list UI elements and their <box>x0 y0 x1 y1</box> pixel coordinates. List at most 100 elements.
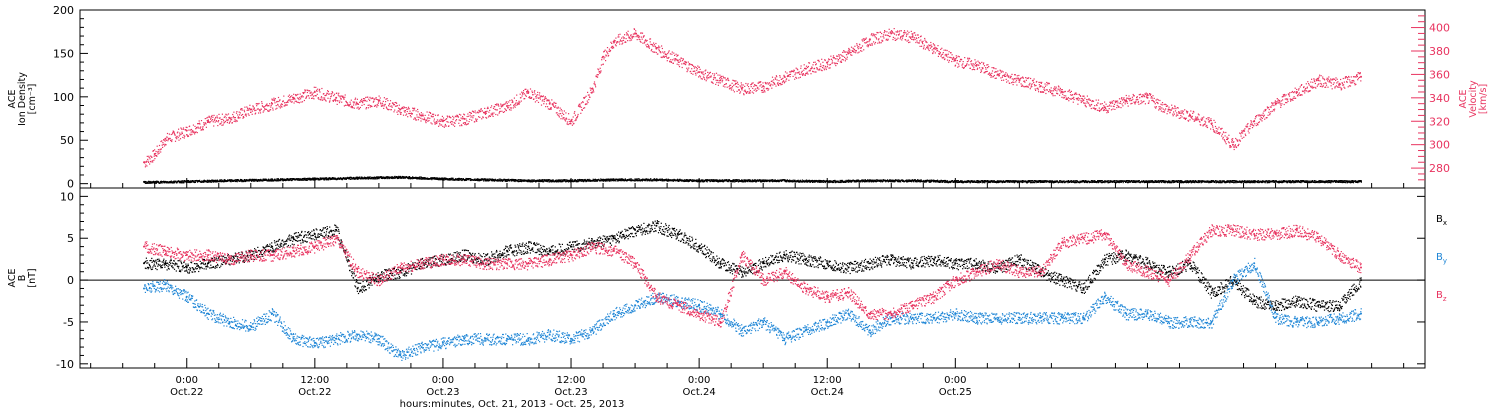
labels: 0 50 100 150 200 280 300 320 340 360 380 400 -10 -5 0 5… <box>7 4 1489 398</box>
velocity-point <box>1231 143 1234 146</box>
by-series-point <box>228 321 231 323</box>
velocity-tick-label: 280 <box>1429 162 1450 175</box>
legend-z: Bz <box>1436 290 1447 303</box>
b-tick-label: -10 <box>56 358 74 371</box>
bx-series-point <box>1338 304 1341 307</box>
velocity-tick-label: 320 <box>1429 115 1450 128</box>
density-tick-label: 50 <box>60 134 74 147</box>
time-tick-label: 12:00 <box>300 375 329 386</box>
bx-series-point <box>890 258 893 261</box>
velocity-point <box>548 102 551 105</box>
velocity-point <box>676 59 679 62</box>
date-tick-label: Oct.23 <box>554 387 587 398</box>
bz-series-point <box>762 279 765 282</box>
velocity-point <box>719 79 722 82</box>
date-tick-label: Oct.22 <box>170 387 203 398</box>
bz-series-point <box>441 258 444 261</box>
density-tick-label: 200 <box>53 4 74 17</box>
by-series-point <box>1189 321 1192 323</box>
by-series-point <box>377 337 380 340</box>
velocity-point <box>484 110 487 113</box>
top-panel-frame <box>79 9 1426 189</box>
legend-x: Bx <box>1436 214 1447 227</box>
by-series-point <box>975 316 978 319</box>
top-panel-data <box>143 28 1362 184</box>
bz-series-point <box>1253 233 1256 235</box>
velocity-point <box>911 35 914 38</box>
bz-series-point <box>740 254 743 256</box>
axes <box>79 9 1426 369</box>
date-tick-label: Oct.23 <box>426 387 459 398</box>
velocity-tick-label: 400 <box>1429 22 1450 35</box>
date-tick-label: Oct.24 <box>683 387 716 398</box>
b-tick-label: 10 <box>60 190 74 203</box>
x-axis-label: hours:minutes, Oct. 21, 2013 - Oct. 25, … <box>400 399 625 410</box>
velocity-axis-title-line: Velocity <box>1468 80 1479 118</box>
density-tick-label: 0 <box>67 178 74 191</box>
velocity-tick-label: 300 <box>1429 139 1450 152</box>
velocity-point <box>463 117 466 120</box>
bz-series-point <box>207 254 210 256</box>
time-tick-label: 0:00 <box>944 375 966 386</box>
bz-series-point <box>1360 266 1362 269</box>
date-tick-label: Oct.25 <box>939 387 972 398</box>
ion-density-fill <box>144 175 1362 184</box>
bz-series-point <box>655 295 658 298</box>
velocity-axis-title: ACE Velocity [km/s] <box>1458 80 1489 118</box>
velocity-point <box>1082 99 1085 102</box>
velocity-tick-label: 360 <box>1429 68 1450 81</box>
bx-series-point <box>975 262 978 265</box>
bx-series-point <box>1210 291 1213 294</box>
bz-series-point <box>420 262 423 265</box>
b-axis-title: ACE B [nT] <box>7 268 38 287</box>
velocity-tick-label: 340 <box>1429 92 1450 105</box>
velocity-point <box>933 47 935 50</box>
bottom-panel-frame <box>79 187 1426 369</box>
velocity-point <box>164 137 167 140</box>
bx-series-fill <box>144 220 1362 313</box>
bz-series-point <box>377 279 380 282</box>
b-axis-title-line: B <box>17 275 28 282</box>
by-series-point <box>292 337 295 340</box>
b-tick-label: 0 <box>67 274 74 287</box>
bz-series-point <box>463 258 466 261</box>
date-tick-label: Oct.24 <box>811 387 844 398</box>
by-series-point <box>1338 316 1341 319</box>
by-series-point <box>740 329 743 332</box>
legend-y: By <box>1436 252 1447 265</box>
density-tick-label: 150 <box>53 47 74 60</box>
bz-series-point <box>249 254 252 256</box>
velocity-axis-title-line: ACE <box>1458 90 1469 109</box>
bx-series-point <box>1274 304 1277 307</box>
by-series-point <box>420 346 423 349</box>
time-tick-label: 0:00 <box>176 375 198 386</box>
density-tick-label: 100 <box>53 91 74 104</box>
bx-series-point <box>1295 300 1298 302</box>
bottom-panel-data <box>80 220 1425 361</box>
b-tick-label: 5 <box>67 232 74 245</box>
velocity-point <box>335 96 338 99</box>
by-series-point <box>847 312 850 315</box>
bz-series-point <box>164 249 167 252</box>
density-axis-title: ACE Ion Density [cm⁻³] <box>7 72 38 126</box>
b-axis-title-line: [nT] <box>27 268 38 287</box>
by-series-point <box>143 287 145 290</box>
bx-series-point <box>1146 262 1149 265</box>
by-series-point <box>1167 321 1170 323</box>
b-tick-label: -5 <box>63 316 74 329</box>
velocity-axis-title-line: [km/s] <box>1478 84 1489 114</box>
density-axis-title-line: ACE <box>7 90 18 109</box>
bx-series-point <box>1360 279 1362 282</box>
velocity-fill <box>144 28 1362 168</box>
time-tick-label: 12:00 <box>557 375 586 386</box>
time-tick-label: 0:00 <box>688 375 710 386</box>
date-tick-label: Oct.22 <box>298 387 331 398</box>
bz-series-point <box>356 270 359 273</box>
bx-series-point <box>954 262 957 265</box>
time-tick-label: 12:00 <box>813 375 842 386</box>
velocity-tick-label: 380 <box>1429 45 1450 58</box>
by-series-point <box>1253 262 1256 265</box>
bx-series-point <box>762 262 765 265</box>
by-series-point <box>1295 321 1298 323</box>
